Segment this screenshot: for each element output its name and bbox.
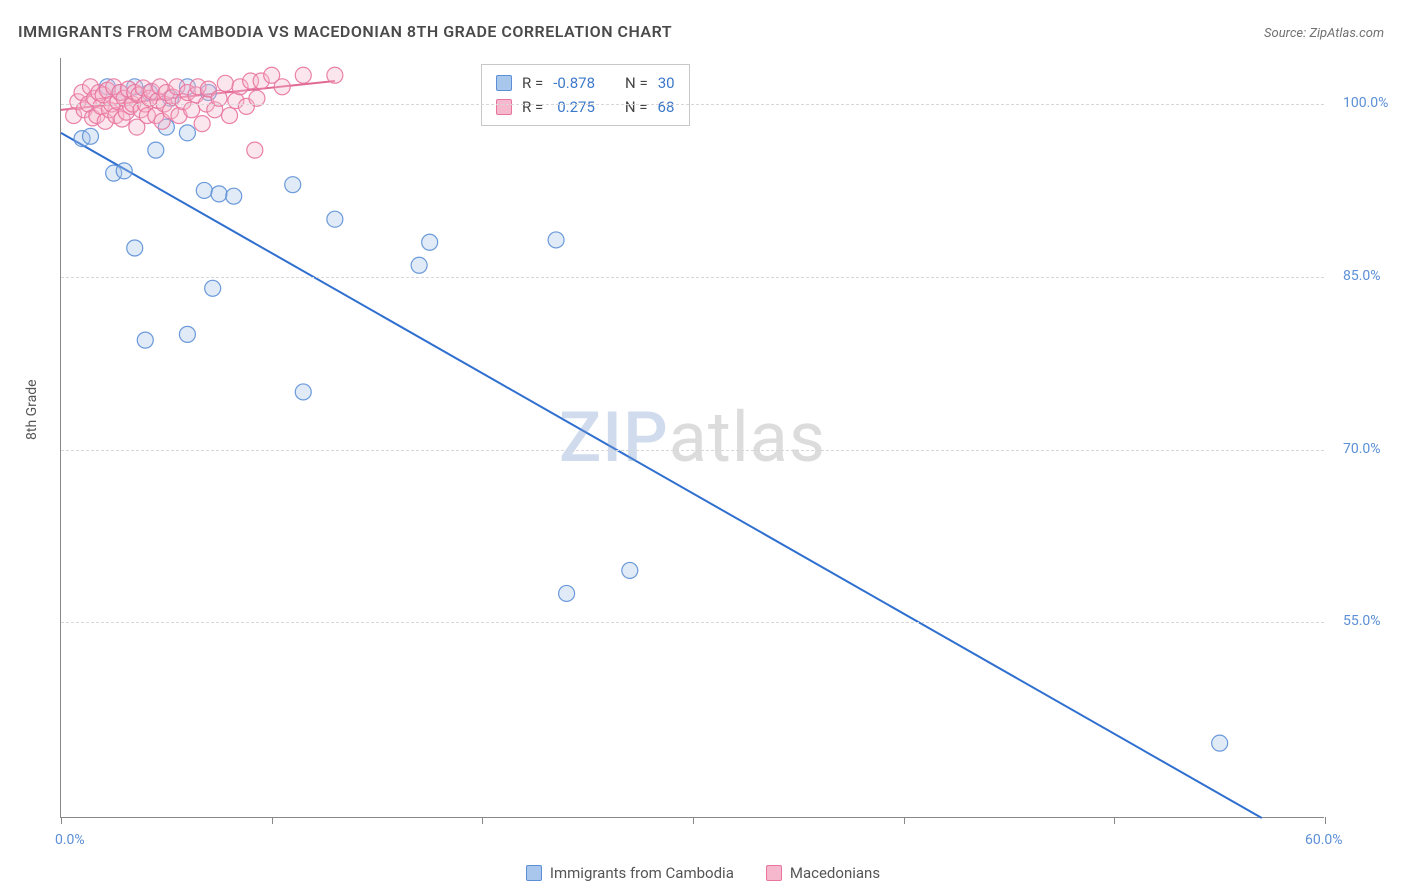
gridline-h [61, 450, 1324, 451]
x-tick [904, 817, 905, 824]
data-point [622, 562, 638, 578]
source-value: ZipAtlas.com [1309, 26, 1384, 41]
correlation-legend: R = -0.878 N = 30 R = 0.275 N = 68 [481, 64, 690, 126]
data-point [116, 163, 132, 179]
stat-r-value-2: 0.275 [557, 95, 595, 119]
data-point [179, 326, 195, 342]
data-point [222, 108, 238, 124]
swatch-bottom-1 [526, 865, 542, 881]
x-tick-label: 0.0% [55, 832, 85, 848]
swatch-series1 [496, 75, 512, 91]
data-point [82, 128, 98, 144]
data-point [295, 384, 311, 400]
swatch-series2 [496, 99, 512, 115]
stat-r-label-2: R = [522, 95, 543, 119]
y-tick-label: 70.0% [1343, 441, 1381, 457]
legend-item-series1: Immigrants from Cambodia [526, 864, 734, 882]
x-tick [61, 817, 62, 824]
data-point [285, 177, 301, 193]
chart-plot-area: R = -0.878 N = 30 R = 0.275 N = 68 ZIPat… [60, 58, 1324, 818]
y-tick-label: 85.0% [1343, 268, 1381, 284]
scatter-plot-svg [61, 58, 1324, 817]
data-point [247, 142, 263, 158]
legend-row-series1: R = -0.878 N = 30 [496, 71, 675, 95]
data-point [411, 257, 427, 273]
stat-r-label-1: R = [522, 71, 543, 95]
stat-r-value-1: -0.878 [553, 71, 595, 95]
data-point [274, 79, 290, 95]
x-tick [272, 817, 273, 824]
data-point [148, 142, 164, 158]
stat-n-value-2: 68 [658, 95, 675, 119]
legend-row-series2: R = 0.275 N = 68 [496, 95, 675, 119]
data-point [548, 232, 564, 248]
data-point [1212, 735, 1228, 751]
data-point [137, 332, 153, 348]
data-point [327, 211, 343, 227]
chart-title: IMMIGRANTS FROM CAMBODIA VS MACEDONIAN 8… [18, 22, 672, 41]
data-point [422, 234, 438, 250]
data-point [205, 280, 221, 296]
data-point [559, 585, 575, 601]
gridline-h [61, 622, 1324, 623]
source-attribution: Source: ZipAtlas.com [1264, 26, 1384, 41]
data-point [217, 75, 233, 91]
y-axis-label: 8th Grade [24, 379, 40, 440]
data-point [211, 186, 227, 202]
gridline-h [61, 104, 1324, 105]
trend-line [61, 133, 1262, 818]
data-point [194, 116, 210, 132]
x-tick [693, 817, 694, 824]
y-tick-label: 100.0% [1343, 95, 1388, 111]
series-legend: Immigrants from Cambodia Macedonians [0, 864, 1406, 882]
legend-label-1: Immigrants from Cambodia [550, 864, 734, 882]
legend-item-series2: Macedonians [766, 864, 880, 882]
legend-label-2: Macedonians [790, 864, 880, 882]
x-tick-label: 60.0% [1305, 832, 1343, 848]
swatch-bottom-2 [766, 865, 782, 881]
y-tick-label: 55.0% [1343, 613, 1381, 629]
stat-n-label-2: N = [625, 95, 648, 119]
stat-n-label-1: N = [625, 71, 648, 95]
source-label: Source: [1264, 26, 1309, 41]
gridline-h [61, 277, 1324, 278]
x-tick [1114, 817, 1115, 824]
stat-n-value-1: 30 [658, 71, 675, 95]
data-point [226, 188, 242, 204]
data-point [196, 182, 212, 198]
data-point [127, 240, 143, 256]
x-tick [482, 817, 483, 824]
data-point [295, 67, 311, 83]
data-point [179, 125, 195, 141]
data-point [327, 67, 343, 83]
x-tick [1325, 817, 1326, 824]
